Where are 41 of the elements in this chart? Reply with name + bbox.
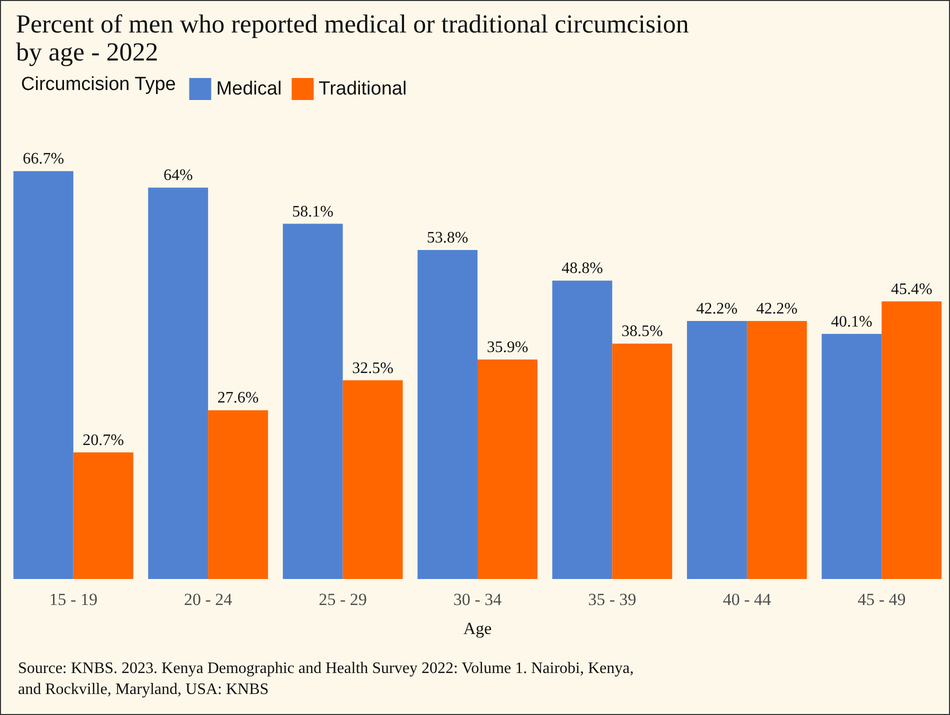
- data-label: 42.2%: [696, 300, 738, 318]
- source-note: Source: KNBS. 2023. Kenya Demographic and Health Survey 2022: Volume 1. Nairobi, Kenya, and Rockville, Maryland, USA: KNBS: [18, 660, 638, 698]
- x-tick-label: 40 - 44: [722, 590, 772, 609]
- data-label: 32.5%: [352, 360, 394, 377]
- data-label: 42.2%: [756, 300, 798, 318]
- bar: [208, 410, 268, 579]
- data-label: 66.7%: [22, 150, 64, 168]
- x-tick-label: 25 - 29: [318, 590, 367, 609]
- data-label: 20.7%: [82, 432, 124, 449]
- x-tick-label: 20 - 24: [184, 590, 233, 609]
- data-label: 53.8%: [426, 230, 468, 247]
- bar: [612, 344, 672, 579]
- bar: [342, 380, 403, 579]
- bar: [13, 171, 74, 579]
- data-label: 38.5%: [622, 323, 663, 340]
- bar: [73, 452, 134, 579]
- bar: [746, 320, 807, 579]
- bar: [552, 280, 612, 579]
- data-label: 40.1%: [831, 313, 872, 330]
- bar: [822, 334, 882, 579]
- data-label: 45.4%: [890, 280, 932, 298]
- legend-label: Traditional: [318, 78, 407, 100]
- bar: [478, 359, 538, 579]
- legend-title: Circumcision Type: [21, 74, 176, 95]
- bar: [282, 224, 343, 579]
- bar: [882, 301, 942, 579]
- x-tick-label: 15 - 19: [49, 590, 98, 609]
- data-label: 58.1%: [292, 203, 334, 220]
- x-tick-label: 30 - 34: [453, 590, 502, 609]
- x-tick-label: 35 - 39: [588, 590, 636, 609]
- legend-label: Medical: [216, 78, 282, 100]
- data-label: 27.6%: [217, 390, 259, 407]
- data-label: 64%: [163, 167, 193, 184]
- bar: [148, 188, 208, 579]
- bar: [418, 250, 478, 579]
- bar: [686, 320, 747, 579]
- x-axis-title: Age: [463, 619, 492, 638]
- data-label: 48.8%: [562, 260, 603, 278]
- data-label: 35.9%: [486, 338, 528, 356]
- x-tick-label: 45 - 49: [858, 590, 906, 609]
- chart-title: Percent of men who reported medical or traditional circumcision by age - 2022: [16, 10, 696, 66]
